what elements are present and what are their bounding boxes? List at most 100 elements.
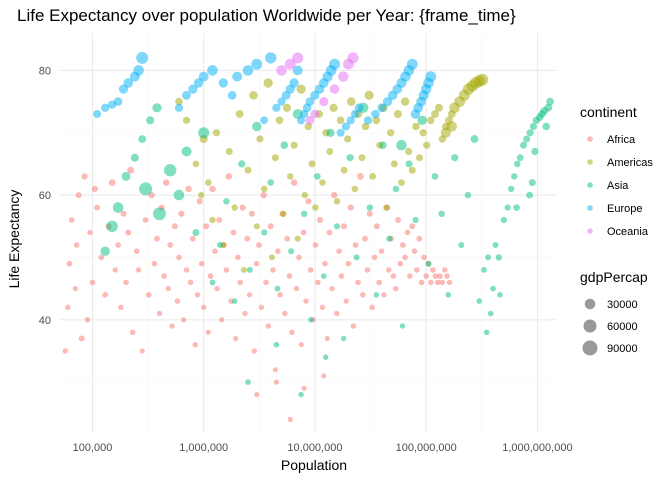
data-point xyxy=(383,204,391,211)
data-point xyxy=(139,182,153,196)
data-point xyxy=(183,267,190,273)
data-point xyxy=(142,217,149,223)
data-point xyxy=(338,71,349,82)
data-point xyxy=(402,254,408,261)
legend-label: Oceania xyxy=(607,226,649,238)
data-point xyxy=(346,97,356,106)
data-point xyxy=(205,179,212,186)
data-point xyxy=(273,341,280,348)
data-point xyxy=(369,304,375,310)
data-point xyxy=(371,109,380,119)
data-point xyxy=(212,248,218,254)
data-point xyxy=(108,179,116,186)
data-point xyxy=(312,204,319,211)
data-point xyxy=(405,160,413,168)
data-point xyxy=(75,192,82,199)
data-point xyxy=(216,217,223,223)
data-point xyxy=(407,273,413,279)
data-point xyxy=(352,242,359,248)
data-point xyxy=(296,84,306,94)
data-point xyxy=(225,148,233,155)
data-point xyxy=(542,122,550,131)
data-point xyxy=(245,379,251,385)
data-point xyxy=(346,116,355,125)
data-point xyxy=(292,52,304,64)
data-point xyxy=(260,185,268,193)
data-point xyxy=(383,97,393,107)
data-point xyxy=(338,273,345,279)
x-tick-label: 10,000,000 xyxy=(287,442,342,454)
data-point xyxy=(425,71,437,82)
data-point xyxy=(139,348,145,354)
data-point xyxy=(412,216,419,224)
data-point xyxy=(151,260,158,267)
data-point xyxy=(192,229,200,236)
data-point xyxy=(100,246,110,256)
data-point xyxy=(483,329,490,336)
data-point xyxy=(437,273,443,279)
data-point xyxy=(242,65,254,76)
data-point xyxy=(376,279,383,286)
data-point xyxy=(439,279,446,286)
data-point xyxy=(399,242,406,248)
data-point xyxy=(287,173,294,180)
data-point xyxy=(390,273,397,279)
data-point xyxy=(246,266,253,273)
data-point xyxy=(237,279,243,286)
data-point xyxy=(287,416,293,423)
data-point xyxy=(272,103,281,112)
data-point xyxy=(315,279,321,286)
data-point xyxy=(296,254,302,261)
data-point xyxy=(329,58,340,70)
data-point xyxy=(419,129,427,137)
data-point xyxy=(428,279,434,286)
data-point xyxy=(118,304,124,310)
data-point xyxy=(416,235,423,242)
data-point xyxy=(298,391,304,398)
data-point xyxy=(267,179,275,186)
data-point xyxy=(254,392,260,398)
data-point xyxy=(526,191,533,199)
data-point xyxy=(268,254,275,261)
data-point xyxy=(305,115,315,125)
data-point xyxy=(290,179,298,186)
data-point xyxy=(112,267,118,273)
data-point xyxy=(393,110,402,118)
size-legend-swatch xyxy=(582,340,598,356)
color-legend-title: continent xyxy=(580,104,637,120)
data-point xyxy=(421,254,427,261)
data-point xyxy=(358,154,366,162)
data-point xyxy=(212,129,221,137)
data-point xyxy=(72,286,78,292)
data-point xyxy=(351,109,360,119)
data-point xyxy=(120,210,127,217)
data-point xyxy=(366,204,373,211)
data-point xyxy=(244,235,251,242)
data-point xyxy=(233,335,239,342)
data-point xyxy=(115,242,121,248)
data-point xyxy=(98,254,105,261)
data-point xyxy=(265,323,271,329)
data-point xyxy=(209,185,216,193)
data-point xyxy=(263,279,269,286)
data-point xyxy=(336,116,345,125)
data-point xyxy=(225,173,233,180)
data-point xyxy=(333,198,341,205)
data-point xyxy=(182,116,191,124)
data-point xyxy=(94,204,101,211)
data-point xyxy=(364,90,374,100)
y-tick-labels: 40 60 80 xyxy=(39,65,51,326)
data-point xyxy=(334,310,340,317)
data-point xyxy=(345,260,352,267)
data-point xyxy=(369,173,376,180)
data-point xyxy=(182,90,191,100)
data-point xyxy=(399,323,406,329)
data-point xyxy=(516,154,524,162)
legend-swatch xyxy=(587,159,593,165)
data-point xyxy=(280,141,289,149)
data-point xyxy=(293,285,300,292)
data-point xyxy=(207,65,218,76)
data-point xyxy=(324,335,330,342)
data-point xyxy=(397,260,404,267)
